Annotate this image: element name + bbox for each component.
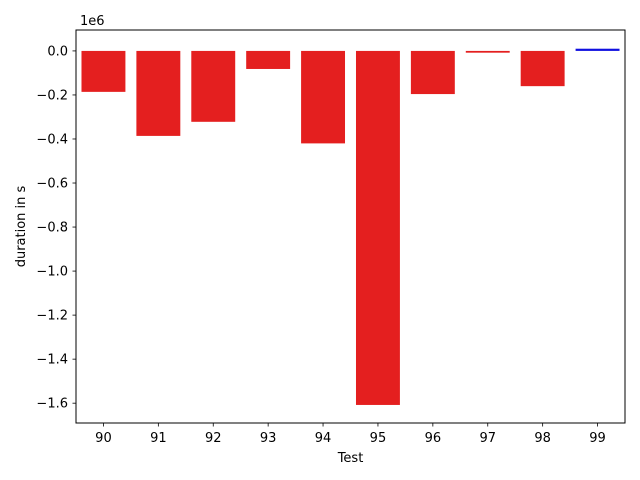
y-tick-label: −0.2 <box>36 88 68 103</box>
bar-95 <box>355 50 400 405</box>
x-tick-label: 96 <box>425 431 442 446</box>
y-tick-label: −0.6 <box>36 177 68 192</box>
bar-90 <box>81 50 126 92</box>
y-axis-label: duration in s <box>14 185 29 267</box>
y-tick-label: −1.6 <box>36 397 68 412</box>
x-tick-label: 92 <box>205 431 222 446</box>
bar-94 <box>301 50 346 144</box>
x-tick-label: 97 <box>479 431 496 446</box>
x-tick-label: 94 <box>315 431 332 446</box>
x-axis-label: Test <box>337 451 364 466</box>
bar-96 <box>410 50 455 95</box>
y-ticks: 0.0 −0.2 −0.4 −0.6 −0.8 −1.0 −1.2 −1.4 −1.6 <box>36 44 76 412</box>
x-tick-label: 91 <box>150 431 167 446</box>
x-ticks: 90 91 92 93 94 95 96 97 98 99 <box>95 423 606 446</box>
y-tick-label: −1.0 <box>36 265 68 280</box>
x-tick-label: 98 <box>534 431 551 446</box>
y-tick-label: −1.2 <box>36 309 68 324</box>
x-tick-label: 95 <box>370 431 387 446</box>
bar-93 <box>246 50 291 69</box>
bar-97 <box>465 50 510 53</box>
bars-group <box>81 48 620 405</box>
plot-frame <box>75 29 626 424</box>
y-tick-label: −0.4 <box>36 132 68 147</box>
y-tick-label: −1.4 <box>36 353 68 368</box>
x-tick-label: 90 <box>95 431 112 446</box>
y-tick-label: 0.0 <box>47 44 68 59</box>
x-tick-label: 93 <box>260 431 277 446</box>
x-tick-label: 99 <box>589 431 606 446</box>
y-tick-label: −0.8 <box>36 221 68 236</box>
bar-92 <box>191 50 236 122</box>
bar-91 <box>136 50 181 136</box>
bar-99 <box>575 48 620 51</box>
y-offset-label: 1e6 <box>80 14 105 29</box>
bar-98 <box>520 50 565 87</box>
